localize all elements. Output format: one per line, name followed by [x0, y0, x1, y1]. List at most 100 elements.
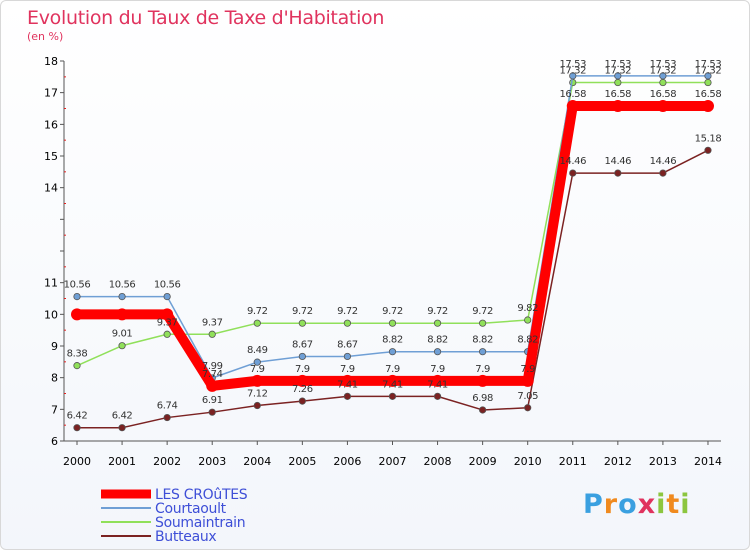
data-point [73, 292, 81, 301]
data-point [433, 348, 442, 356]
data-point [161, 308, 174, 321]
data-label: 8.67 [337, 339, 358, 350]
data-label: 6.42 [67, 411, 88, 422]
data-point [566, 99, 579, 112]
data-point [659, 72, 667, 80]
data-label: 8.82 [472, 335, 493, 346]
y-tick-label: 15 [44, 150, 58, 163]
data-label: 14.46 [559, 156, 586, 167]
data-label: 9.72 [472, 306, 493, 317]
data-label: 9.82 [517, 303, 538, 314]
data-label: 7.9 [430, 364, 445, 375]
data-point [386, 374, 399, 387]
data-point [73, 362, 81, 370]
y-tick-label: 16 [44, 118, 58, 131]
data-label: 7.9 [520, 364, 535, 375]
data-point [433, 392, 442, 400]
logo-letter: i [680, 489, 691, 520]
logo-letter: o [618, 489, 638, 520]
data-point [569, 169, 577, 177]
data-label: 17.53 [559, 59, 586, 70]
data-label: 9.37 [157, 317, 178, 328]
data-point [163, 292, 171, 301]
x-tick-label: 2004 [243, 455, 271, 468]
logo-letter: P [583, 489, 604, 520]
data-label: 8.82 [517, 335, 538, 346]
y-tick-label: 17 [44, 87, 58, 100]
data-label: 9.72 [292, 306, 313, 317]
data-label: 14.46 [650, 156, 677, 167]
data-label: 8.38 [67, 349, 88, 360]
logo-letter: x [637, 489, 657, 520]
data-point [253, 319, 261, 327]
data-label: 16.58 [605, 89, 632, 100]
data-label: 7.41 [382, 379, 403, 390]
data-label: 7.9 [475, 364, 490, 375]
x-tick-label: 2001 [108, 455, 136, 468]
data-label: 17.53 [650, 59, 677, 70]
data-point [253, 401, 261, 410]
data-label: 8.67 [292, 339, 313, 350]
data-point [659, 78, 667, 87]
data-point [388, 348, 397, 356]
data-point [521, 374, 534, 387]
data-point [298, 352, 306, 361]
data-label: 7.9 [295, 364, 310, 375]
x-tick-label: 2012 [604, 455, 632, 468]
data-label: 8.82 [382, 335, 403, 346]
data-point [433, 319, 442, 327]
proxiti-logo: Proxiti [583, 489, 691, 520]
data-point [704, 78, 712, 87]
data-point [569, 72, 577, 80]
x-tick-label: 2005 [288, 455, 316, 468]
y-tick-label: 14 [44, 182, 58, 195]
data-label: 16.58 [559, 89, 586, 100]
data-label: 16.58 [650, 89, 677, 100]
x-tick-label: 2010 [514, 455, 542, 468]
chart-unit-label: (en %) [27, 30, 64, 43]
y-tick-label: 18 [44, 55, 58, 68]
data-label: 10.56 [154, 280, 181, 291]
data-label: 7.9 [385, 364, 400, 375]
data-label: 7.9 [340, 364, 355, 375]
data-label: 8.49 [247, 345, 268, 356]
x-tick-label: 2006 [333, 455, 361, 468]
data-point [388, 392, 397, 400]
data-point [298, 319, 306, 327]
y-tick-label: 7 [51, 403, 58, 416]
data-point [118, 342, 126, 350]
data-point [476, 374, 489, 387]
data-label: 17.32 [695, 66, 722, 77]
data-label: 9.72 [427, 306, 448, 317]
data-label: 6.42 [112, 411, 133, 422]
x-tick-label: 2002 [153, 455, 181, 468]
data-point [614, 72, 622, 80]
data-point [118, 424, 126, 432]
data-point [524, 404, 532, 412]
data-label: 9.72 [247, 306, 268, 317]
data-point [524, 316, 532, 324]
y-tick-label: 10 [44, 308, 58, 321]
data-label: 17.32 [559, 66, 586, 77]
data-point [208, 408, 216, 416]
data-point [659, 169, 667, 177]
data-label: 9.37 [202, 317, 223, 328]
data-label: 6.98 [472, 393, 493, 404]
data-point [116, 308, 129, 321]
data-point [163, 330, 171, 338]
data-point [251, 374, 264, 387]
data-point [118, 292, 126, 301]
data-label: 7.26 [292, 384, 313, 395]
data-label: 17.53 [695, 59, 722, 70]
data-label: 17.32 [650, 66, 677, 77]
legend-label: Soumaintrain [155, 515, 245, 531]
data-label: 7.74 [202, 369, 223, 380]
data-point [298, 397, 306, 405]
data-point [296, 374, 309, 387]
x-tick-label: 2008 [424, 455, 452, 468]
data-point [388, 319, 397, 327]
data-label: 7.41 [337, 379, 358, 390]
data-point [704, 72, 712, 80]
data-point [431, 374, 444, 387]
